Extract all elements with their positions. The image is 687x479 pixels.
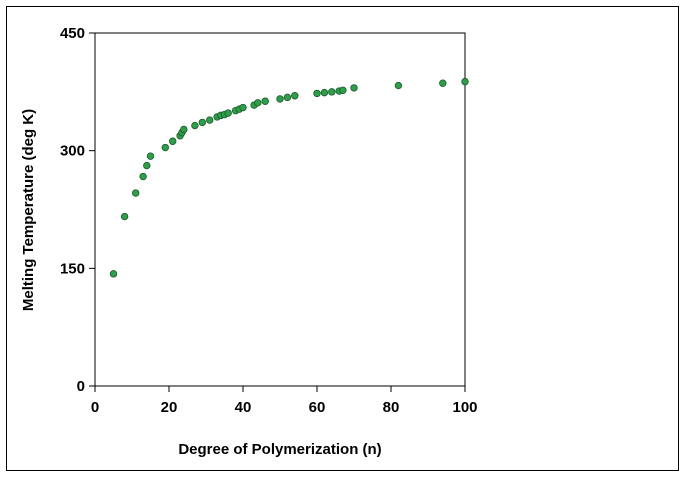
data-point (394, 81, 403, 90)
x-tick-label: 100 (452, 399, 477, 416)
data-point (283, 93, 292, 102)
data-point (224, 109, 232, 117)
plot-box (94, 32, 466, 387)
x-tick-label: 60 (309, 399, 326, 416)
data-point (168, 137, 177, 145)
data-point (276, 95, 284, 103)
data-point (161, 143, 169, 152)
data-point (439, 79, 447, 87)
data-point (146, 152, 155, 160)
axes (89, 32, 466, 392)
data-point (131, 189, 140, 197)
y-tick-label: 150 (60, 260, 85, 277)
data-point (350, 84, 358, 92)
data-point (320, 88, 329, 97)
data-point (254, 99, 262, 107)
data-point (180, 125, 188, 134)
data-point (339, 86, 347, 94)
y-tick-label: 0 (77, 378, 85, 395)
data-point (313, 89, 321, 98)
x-tick-label: 40 (235, 399, 252, 416)
y-tick-label: 450 (60, 25, 85, 42)
y-tick-label: 300 (60, 143, 85, 160)
x-axis-title: Degree of Polymerization (n) (178, 441, 381, 458)
data-point (239, 103, 247, 112)
data-point (143, 161, 151, 170)
data-point (139, 172, 147, 181)
data-point (261, 97, 269, 105)
data-point (205, 116, 214, 124)
data-point (198, 118, 206, 127)
data-point (461, 77, 469, 86)
plot-area (94, 32, 466, 387)
axis-labels: 0 150 300 450 0 20 40 60 80 100 (60, 25, 478, 416)
data-point (291, 92, 299, 100)
x-tick-label: 80 (383, 399, 400, 416)
data-markers (109, 77, 469, 278)
data-point (120, 212, 129, 221)
x-tick-label: 0 (91, 399, 99, 416)
data-point (328, 88, 336, 96)
y-axis-title: Melting Temperature (deg K) (20, 109, 37, 311)
data-point (191, 121, 199, 130)
x-tick-label: 20 (161, 399, 178, 416)
data-point (109, 270, 118, 278)
